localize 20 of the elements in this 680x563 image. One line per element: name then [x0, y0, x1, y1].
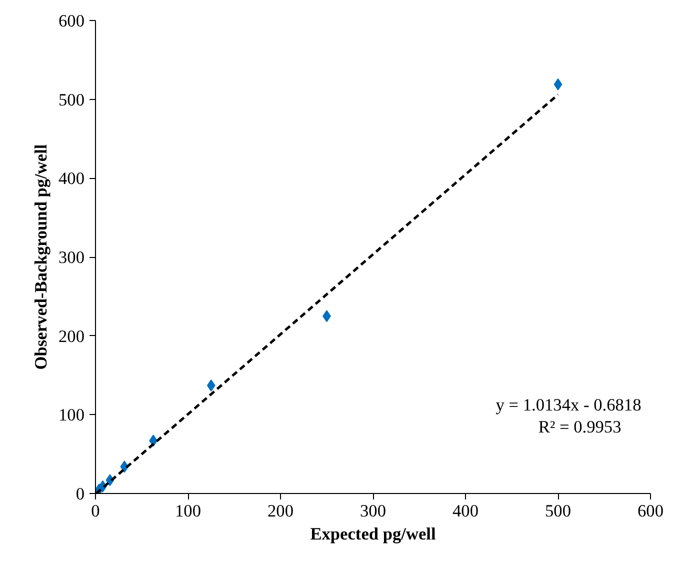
annotation: y = 1.0134x - 0.6818	[496, 396, 642, 415]
y-tick-label: 500	[58, 90, 85, 110]
x-tick-label: 200	[268, 502, 294, 520]
y-tick-label: 400	[58, 169, 85, 188]
point	[206, 380, 216, 392]
annotation: R² = 0.9953	[538, 418, 622, 437]
point	[554, 78, 562, 90]
x-tick-label: 600	[638, 502, 664, 520]
x-tick-label: 400	[452, 502, 479, 520]
x-tick-label: 0	[91, 502, 100, 520]
x-axis-title: Expected pg/well	[310, 524, 436, 544]
y-tick-label: 300	[58, 248, 85, 267]
y-tick-label: 600	[58, 12, 85, 30]
x-tick-label: 100	[175, 502, 202, 520]
x-tick-label: 500	[545, 502, 572, 520]
y-axis-title: Observed-Background pg/well	[32, 144, 51, 370]
x-tick-label: 300	[360, 502, 386, 520]
y-tick-label: 100	[58, 406, 85, 425]
y-tick-label: 200	[58, 326, 85, 346]
y-tick-label: 0	[76, 484, 85, 504]
